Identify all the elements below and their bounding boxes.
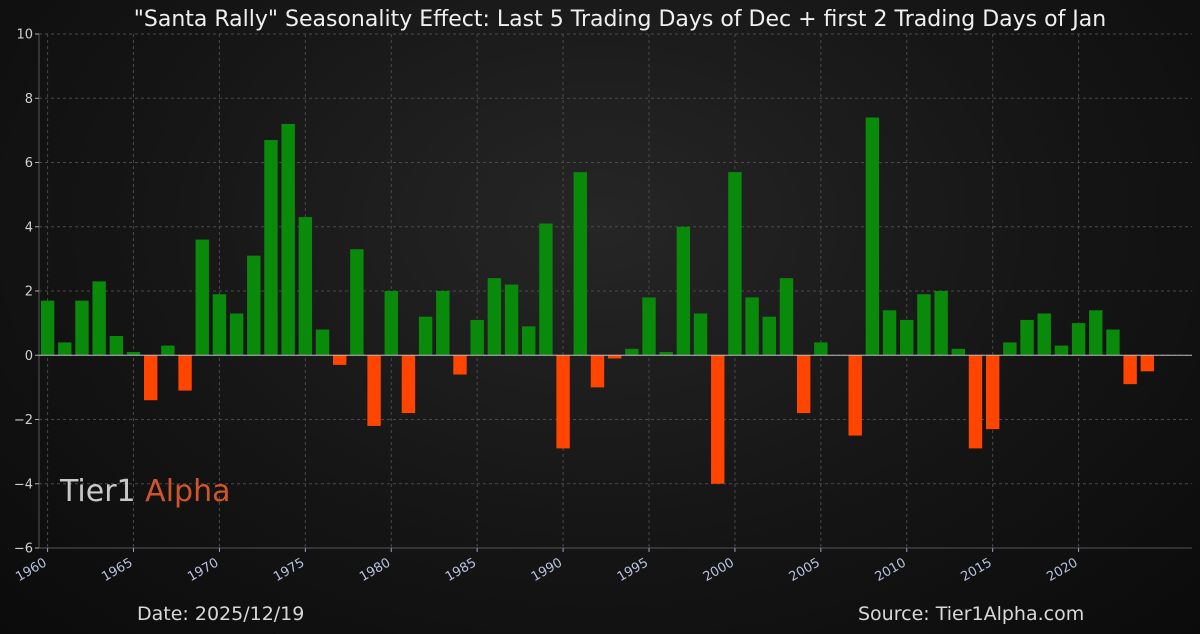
bar [212, 294, 227, 356]
bar [659, 352, 673, 356]
bar [109, 335, 124, 356]
bar [522, 326, 536, 356]
y-axis: −6 −4 −2 0 2 4 6 8 10 [14, 28, 40, 557]
x-tick-label: 2000 [701, 555, 737, 585]
x-tick-label: 1970 [185, 555, 221, 585]
bar [436, 291, 450, 356]
x-tick-label: 1975 [271, 555, 307, 585]
bar [573, 172, 587, 356]
x-tick-label: 1985 [443, 555, 479, 585]
bar [75, 300, 89, 356]
bar [676, 226, 691, 356]
y-tick-label: 2 [25, 285, 33, 300]
bar [1054, 345, 1069, 356]
bar [470, 319, 484, 356]
bar [814, 342, 828, 356]
bar [229, 313, 244, 356]
bar [625, 348, 639, 356]
bar [1123, 355, 1137, 385]
bar [796, 355, 811, 414]
footer-source: Source: Tier1Alpha.com [858, 603, 1085, 625]
bar [779, 278, 794, 356]
bar [711, 355, 725, 484]
bar [745, 297, 759, 356]
y-tick-label: 8 [25, 92, 33, 107]
x-tick-label: 2005 [787, 555, 823, 585]
bar [882, 310, 897, 356]
bar [900, 319, 914, 356]
bar [642, 297, 656, 356]
bar [1140, 355, 1155, 372]
x-tick-label: 1990 [529, 555, 565, 585]
y-tick-label: −6 [14, 542, 33, 557]
bar [504, 284, 519, 356]
bar [40, 300, 55, 356]
footer-date: Date: 2025/12/19 [137, 603, 305, 625]
y-tick-label: 0 [25, 349, 33, 364]
bar [1020, 319, 1034, 356]
bar [539, 223, 553, 356]
bar [92, 281, 106, 356]
bar [58, 342, 72, 356]
bar [985, 355, 1000, 430]
bar [453, 355, 467, 375]
bar [298, 217, 313, 356]
x-tick-label: 1965 [99, 555, 135, 585]
watermark-logo: Tier1 Alpha [60, 474, 230, 509]
bar [401, 355, 416, 414]
bar [590, 355, 605, 388]
bar [264, 140, 278, 356]
bar [607, 355, 622, 359]
bar [350, 249, 364, 356]
bar [161, 345, 175, 356]
y-tick-label: 4 [25, 220, 33, 235]
bar [1071, 323, 1086, 356]
y-tick-label: −2 [14, 413, 33, 428]
bar [1089, 310, 1103, 356]
x-tick-label: 1995 [615, 555, 651, 585]
y-tick-label: 6 [25, 156, 33, 171]
bar [487, 278, 502, 356]
bar [315, 329, 330, 356]
bar [333, 355, 347, 365]
bar [917, 294, 931, 356]
bar [178, 355, 192, 391]
y-tick-label: 10 [16, 28, 33, 43]
bar [418, 316, 433, 356]
bar [281, 123, 295, 356]
bar [951, 348, 966, 356]
watermark-word-2: Alpha [145, 474, 231, 509]
x-tick-label: 2020 [1044, 555, 1080, 585]
bar [384, 291, 398, 356]
x-tick-label: 1960 [13, 555, 49, 585]
bar [1003, 342, 1017, 356]
bar [693, 313, 708, 356]
bar [848, 355, 862, 436]
bar [195, 239, 209, 356]
bar [143, 355, 158, 401]
bar [934, 291, 948, 356]
watermark-word-1: Tier1 [60, 474, 136, 509]
bars [40, 117, 1155, 484]
chart-title: "Santa Rally" Seasonality Effect: Last 5… [134, 7, 1106, 32]
bar [968, 355, 983, 449]
bar [865, 117, 880, 356]
bar [247, 255, 261, 356]
x-tick-label: 2015 [959, 555, 995, 585]
bar [126, 352, 141, 356]
bar [1106, 329, 1120, 356]
bar [556, 355, 570, 449]
x-axis: 1960 1965 1970 1975 1980 1985 1990 1995 2000 2005… [13, 547, 1192, 585]
bar [1037, 313, 1051, 356]
x-tick-label: 1980 [357, 555, 393, 585]
bar [728, 172, 742, 356]
x-tick-label: 2010 [873, 555, 909, 585]
gridlines [39, 33, 1192, 549]
bar [367, 355, 381, 426]
y-tick-label: −4 [14, 477, 33, 492]
bar [762, 316, 776, 356]
